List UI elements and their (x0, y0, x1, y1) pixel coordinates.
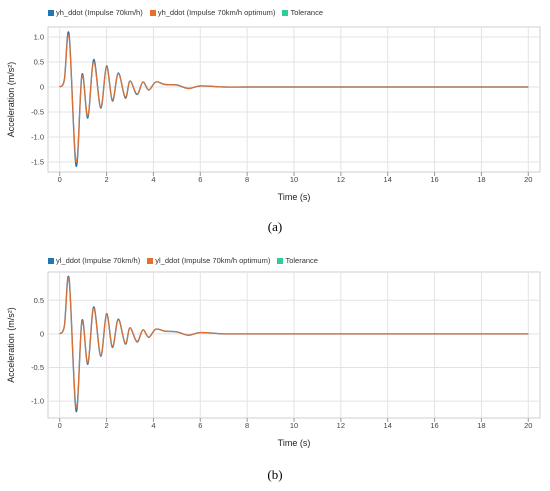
legend-item-series-2[interactable]: yl_ddot (Impulse 70km/h optimum) (147, 256, 270, 265)
legend: yh_ddot (Impulse 70km/h) yh_ddot (Impuls… (48, 8, 328, 17)
x-tick-label: 2 (104, 175, 108, 184)
legend-item-tolerance[interactable]: Tolerance (282, 8, 323, 17)
legend-item-series-2[interactable]: yh_ddot (Impulse 70km/h optimum) (149, 8, 276, 17)
chart-panel-b: yl_ddot (Impulse 70km/h) yl_ddot (Impuls… (0, 248, 550, 491)
y-axis-label: Acceleration (m/s²) (6, 62, 16, 138)
legend-swatch (277, 257, 284, 264)
x-tick-label: 8 (245, 175, 249, 184)
legend-swatch (48, 9, 54, 16)
panel-label-a: (a) (267, 219, 283, 234)
x-tick-label: 14 (384, 175, 392, 184)
y-tick-label: -0.5 (31, 108, 44, 117)
y-tick-label: 1.0 (34, 33, 44, 42)
x-tick-label: 12 (337, 175, 345, 184)
legend: yl_ddot (Impulse 70km/h) yl_ddot (Impuls… (48, 256, 323, 265)
legend-swatch (282, 9, 289, 16)
x-axis-label: Time (s) (278, 438, 311, 448)
x-tick-label: 6 (198, 175, 202, 184)
legend-label: Tolerance (285, 256, 318, 265)
x-tick-label: 16 (430, 175, 438, 184)
x-tick-label: 10 (290, 175, 298, 184)
legend-item-series-1[interactable]: yh_ddot (Impulse 70km/h) (48, 8, 143, 17)
x-tick-label: 2 (104, 421, 108, 430)
x-tick-label: 0 (58, 175, 62, 184)
legend-item-tolerance[interactable]: Tolerance (277, 256, 318, 265)
y-tick-label: 0 (40, 329, 44, 338)
x-tick-label: 6 (198, 421, 202, 430)
x-tick-label: 16 (430, 421, 438, 430)
x-tick-label: 8 (245, 421, 249, 430)
x-tick-label: 4 (151, 175, 155, 184)
legend-swatch (149, 9, 156, 16)
x-tick-label: 10 (290, 421, 298, 430)
y-tick-label: -0.5 (31, 363, 44, 372)
y-tick-label: 0.5 (34, 58, 44, 67)
y-tick-label: -1.0 (31, 133, 44, 142)
series-line-2 (59, 277, 529, 409)
legend-label: yh_ddot (Impulse 70km/h) (56, 8, 143, 17)
legend-item-series-1[interactable]: yl_ddot (Impulse 70km/h) (48, 256, 140, 265)
legend-label: yl_ddot (Impulse 70km/h) (56, 256, 141, 265)
x-tick-label: 4 (151, 421, 155, 430)
x-tick-label: 14 (384, 421, 392, 430)
y-tick-label: -1.0 (31, 397, 44, 406)
x-tick-label: 20 (524, 175, 532, 184)
chart-svg-a: 0 2 4 6 8 10 12 14 16 18 20 1.0 0.5 0 -0.5 -1.0 -1.5 Time… (6, 26, 541, 202)
legend-label: Tolerance (290, 8, 323, 17)
x-tick-label: 18 (477, 175, 485, 184)
chart-svg-b: 0 2 4 6 8 10 12 14 16 18 20 0.5 0 -0.5 -1.0 Time (s) Acc… (6, 271, 541, 448)
y-axis-label: Acceleration (m/s²) (6, 307, 16, 383)
legend-swatch (48, 257, 54, 264)
x-tick-label: 0 (58, 421, 62, 430)
chart-panel-a: yh_ddot (Impulse 70km/h) yh_ddot (Impuls… (0, 0, 550, 245)
y-tick-label: 0.5 (34, 296, 44, 305)
y-tick-label: -1.5 (31, 158, 44, 167)
legend-label: yl_ddot (Impulse 70km/h optimum) (155, 256, 271, 265)
panel-label-b: (b) (267, 467, 283, 482)
legend-swatch (147, 257, 154, 264)
legend-label: yh_ddot (Impulse 70km/h optimum) (157, 8, 276, 17)
series-line-2 (59, 34, 529, 163)
x-axis-label: Time (s) (278, 192, 311, 202)
y-tick-label: 0 (40, 83, 44, 92)
x-tick-label: 12 (337, 421, 345, 430)
x-tick-label: 18 (477, 421, 485, 430)
x-tick-label: 20 (524, 421, 532, 430)
